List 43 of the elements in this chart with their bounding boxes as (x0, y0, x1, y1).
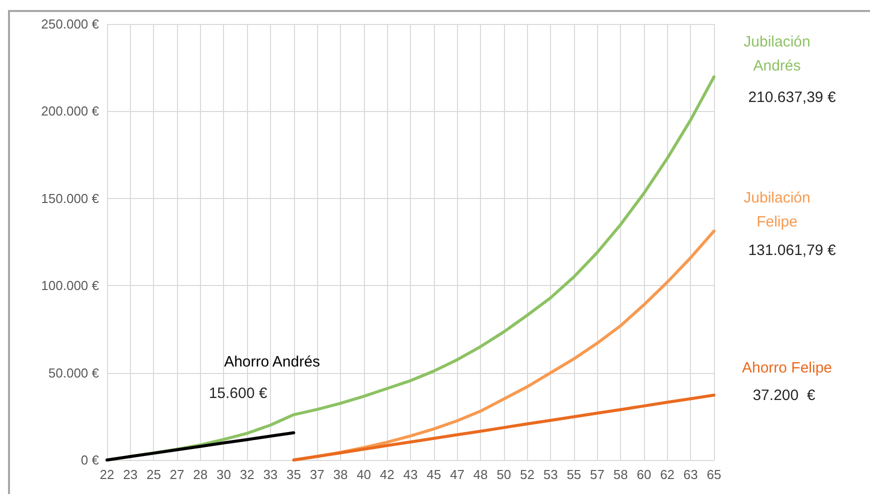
x-tick-label: 27 (170, 467, 184, 482)
x-tick-label: 43 (403, 467, 418, 482)
series-label: Jubilación Andrés (744, 34, 810, 74)
x-tick-label: 35 (286, 467, 302, 482)
x-tick-label: 37 (310, 467, 324, 482)
x-tick-label: 33 (263, 467, 278, 482)
x-tick-label: 57 (590, 467, 605, 482)
x-tick-label: 38 (333, 467, 348, 482)
y-tick-label: 250.000 € (41, 16, 100, 32)
text: Ahorro Andrés (224, 354, 320, 370)
series-label: Jubilación Felipe (744, 190, 810, 230)
line-series (106, 431, 296, 462)
x-tick-label: 25 (146, 467, 161, 482)
x-tick-label: 28 (193, 467, 208, 482)
x-tick-label: 50 (496, 467, 512, 482)
text: 131.061,79 € (748, 242, 836, 259)
text: 37.200 € (752, 387, 816, 404)
annotation: 15.600 € (208, 385, 268, 402)
x-tick-label: 22 (100, 467, 114, 482)
x-tick-label: 55 (566, 467, 582, 482)
y-tick-label: 50.000 € (48, 365, 100, 380)
x-tick-label: 48 (473, 467, 488, 482)
x-tick-label: 42 (380, 467, 394, 482)
x-tick-label: 30 (216, 467, 231, 482)
x-tick-label: 63 (683, 467, 698, 482)
x-tick-label: 52 (520, 467, 534, 482)
x-tick-label: 58 (613, 467, 628, 482)
x-tick-label: 40 (356, 467, 372, 482)
text: Ahorro Felipe (742, 360, 832, 376)
x-tick-label: 65 (706, 467, 722, 482)
x-tick-label: 23 (123, 467, 138, 482)
x-tick-label: 53 (543, 467, 558, 482)
x-tick-label: 60 (636, 467, 652, 482)
x-tick-label: 47 (450, 467, 464, 482)
line-series (292, 394, 716, 462)
x-tick-label: 45 (426, 467, 442, 482)
x-tick-label: 32 (240, 467, 254, 482)
y-tick-label: 150.000 € (41, 190, 100, 206)
y-tick-label: 200.000 € (41, 104, 100, 119)
x-tick-label: 62 (660, 467, 675, 482)
text: 210.637,39 € (748, 89, 836, 106)
y-tick-label: 100.000 € (41, 278, 100, 294)
y-tick-label: 0 € (80, 452, 100, 468)
